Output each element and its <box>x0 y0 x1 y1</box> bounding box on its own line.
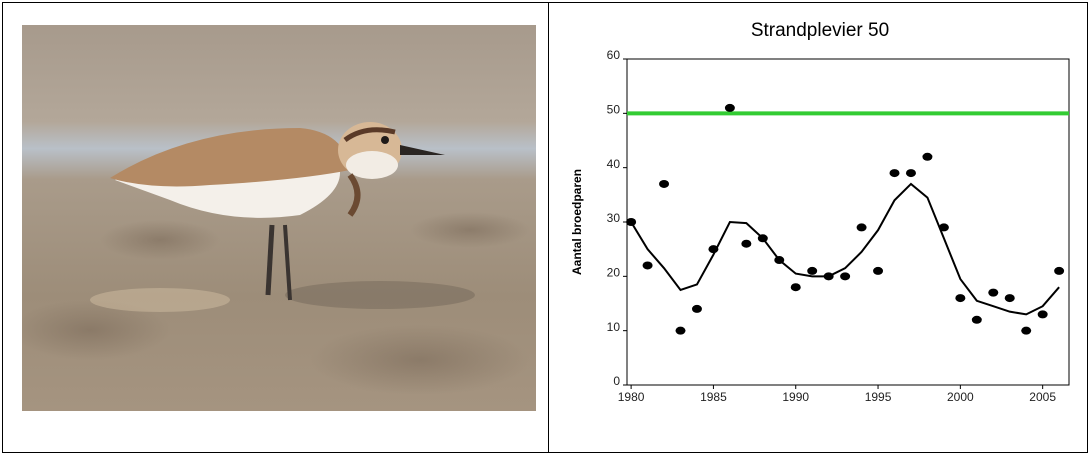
data-point <box>840 272 851 281</box>
data-point <box>774 256 785 265</box>
y-tick-label: 10 <box>607 320 621 334</box>
data-point <box>1037 310 1048 319</box>
data-point <box>889 169 900 178</box>
data-point <box>873 266 884 275</box>
data-point <box>724 103 735 112</box>
data-point <box>1021 326 1032 335</box>
data-point <box>922 152 933 161</box>
data-point <box>988 288 999 297</box>
chart-title: Strandplevier 50 <box>751 20 889 41</box>
data-point <box>955 294 966 303</box>
data-point <box>741 239 752 248</box>
y-tick-label: 60 <box>607 48 621 62</box>
data-point <box>675 326 686 335</box>
x-tick-label: 2005 <box>1029 390 1056 404</box>
data-point <box>938 223 949 232</box>
x-tick-label: 2000 <box>947 390 974 404</box>
data-point <box>626 218 637 226</box>
data-point <box>659 179 670 188</box>
photo <box>22 25 536 411</box>
data-point <box>757 234 768 243</box>
y-axis-label: Aantal broedparen <box>570 169 584 275</box>
data-point <box>856 223 867 232</box>
x-tick-label: 1995 <box>865 390 892 404</box>
data-point <box>823 272 834 281</box>
y-tick-label: 20 <box>607 266 621 280</box>
data-point <box>642 261 653 270</box>
data-point <box>1054 266 1065 275</box>
data-point <box>1004 294 1015 303</box>
x-tick-label: 1985 <box>700 390 727 404</box>
plot-frame <box>626 58 1070 386</box>
y-tick-label: 0 <box>613 374 620 388</box>
data-point <box>708 245 719 254</box>
y-tick-label: 50 <box>607 103 621 117</box>
data-point <box>691 304 702 313</box>
x-tick-label: 1990 <box>782 390 809 404</box>
y-tick-label: 40 <box>607 157 621 171</box>
data-point <box>807 266 818 275</box>
trend-line <box>630 182 1060 316</box>
x-tick-label: 1980 <box>618 390 645 404</box>
data-point <box>790 283 801 292</box>
data-point <box>905 169 916 178</box>
y-tick-label: 30 <box>607 211 621 225</box>
data-point <box>971 315 982 324</box>
